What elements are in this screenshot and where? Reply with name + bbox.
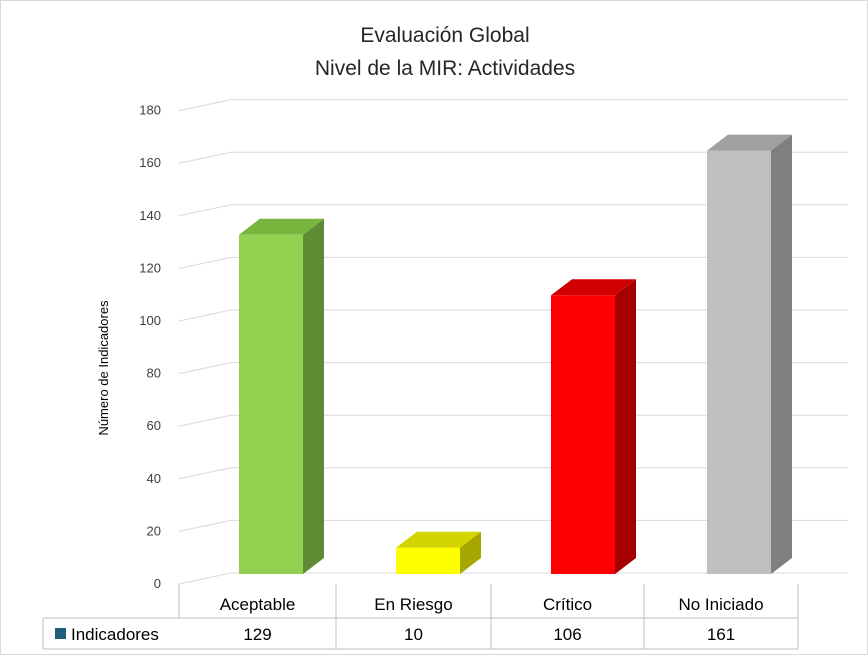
table-value: 161 bbox=[707, 625, 735, 644]
x-category-label: Crítico bbox=[543, 595, 592, 614]
chart-title: Evaluación Global bbox=[360, 24, 529, 47]
bar-top bbox=[239, 218, 324, 235]
y-tick-label: 60 bbox=[147, 418, 161, 433]
x-category-label: Aceptable bbox=[220, 595, 296, 614]
bar-front bbox=[551, 295, 615, 574]
bar-front bbox=[707, 150, 771, 574]
y-tick-label: 180 bbox=[139, 103, 161, 118]
chart-subtitle: Nivel de la MIR: Actividades bbox=[315, 57, 575, 80]
y-tick-label: 120 bbox=[139, 260, 161, 275]
gridline-diagonal bbox=[178, 99, 232, 112]
bar-side bbox=[771, 134, 792, 574]
legend-key bbox=[55, 628, 66, 639]
y-tick-label: 20 bbox=[147, 523, 161, 538]
y-tick-label: 80 bbox=[147, 366, 161, 381]
gridline-diagonal bbox=[178, 519, 232, 532]
bar-top bbox=[707, 134, 792, 151]
x-category-label: No Iniciado bbox=[678, 595, 763, 614]
bar-top bbox=[551, 279, 636, 296]
bar-crítico bbox=[551, 279, 636, 574]
y-tick-label: 100 bbox=[139, 313, 161, 328]
y-tick-label: 0 bbox=[154, 576, 161, 591]
bars bbox=[239, 134, 792, 575]
y-axis-ticks: 0 20 40 60 80 100 120 140 160 180 bbox=[139, 103, 161, 591]
gridline-diagonal bbox=[178, 467, 232, 480]
gridline-diagonal bbox=[178, 309, 232, 322]
bar-en-riesgo bbox=[396, 531, 481, 574]
x-category-label: En Riesgo bbox=[374, 595, 452, 614]
table-value: 129 bbox=[243, 625, 271, 644]
gridline-diagonal bbox=[178, 204, 232, 217]
series-name: Indicadores bbox=[71, 625, 159, 644]
gridline-diagonal bbox=[178, 151, 232, 164]
bar-side bbox=[303, 218, 324, 575]
table-value: 106 bbox=[553, 625, 581, 644]
bar-aceptable bbox=[239, 218, 324, 575]
bar-front bbox=[396, 547, 460, 574]
y-tick-label: 40 bbox=[147, 471, 161, 486]
bar-front bbox=[239, 234, 303, 575]
gridline-diagonal bbox=[178, 362, 232, 375]
y-tick-label: 140 bbox=[139, 208, 161, 223]
y-axis-title: Número de Indicadores bbox=[96, 300, 111, 436]
data-table: Aceptable 129 En Riesgo 10 Crítico 106 No Inic… bbox=[42, 584, 799, 650]
gridline-diagonal bbox=[178, 414, 232, 427]
y-tick-label: 160 bbox=[139, 155, 161, 170]
table-value: 10 bbox=[404, 625, 423, 644]
bar-top bbox=[396, 531, 481, 548]
bar-no-iniciado bbox=[707, 134, 792, 574]
bar-side bbox=[615, 279, 636, 574]
gridline-diagonal bbox=[178, 256, 232, 269]
bar-side bbox=[460, 531, 481, 574]
gridline-diagonal bbox=[178, 572, 232, 585]
